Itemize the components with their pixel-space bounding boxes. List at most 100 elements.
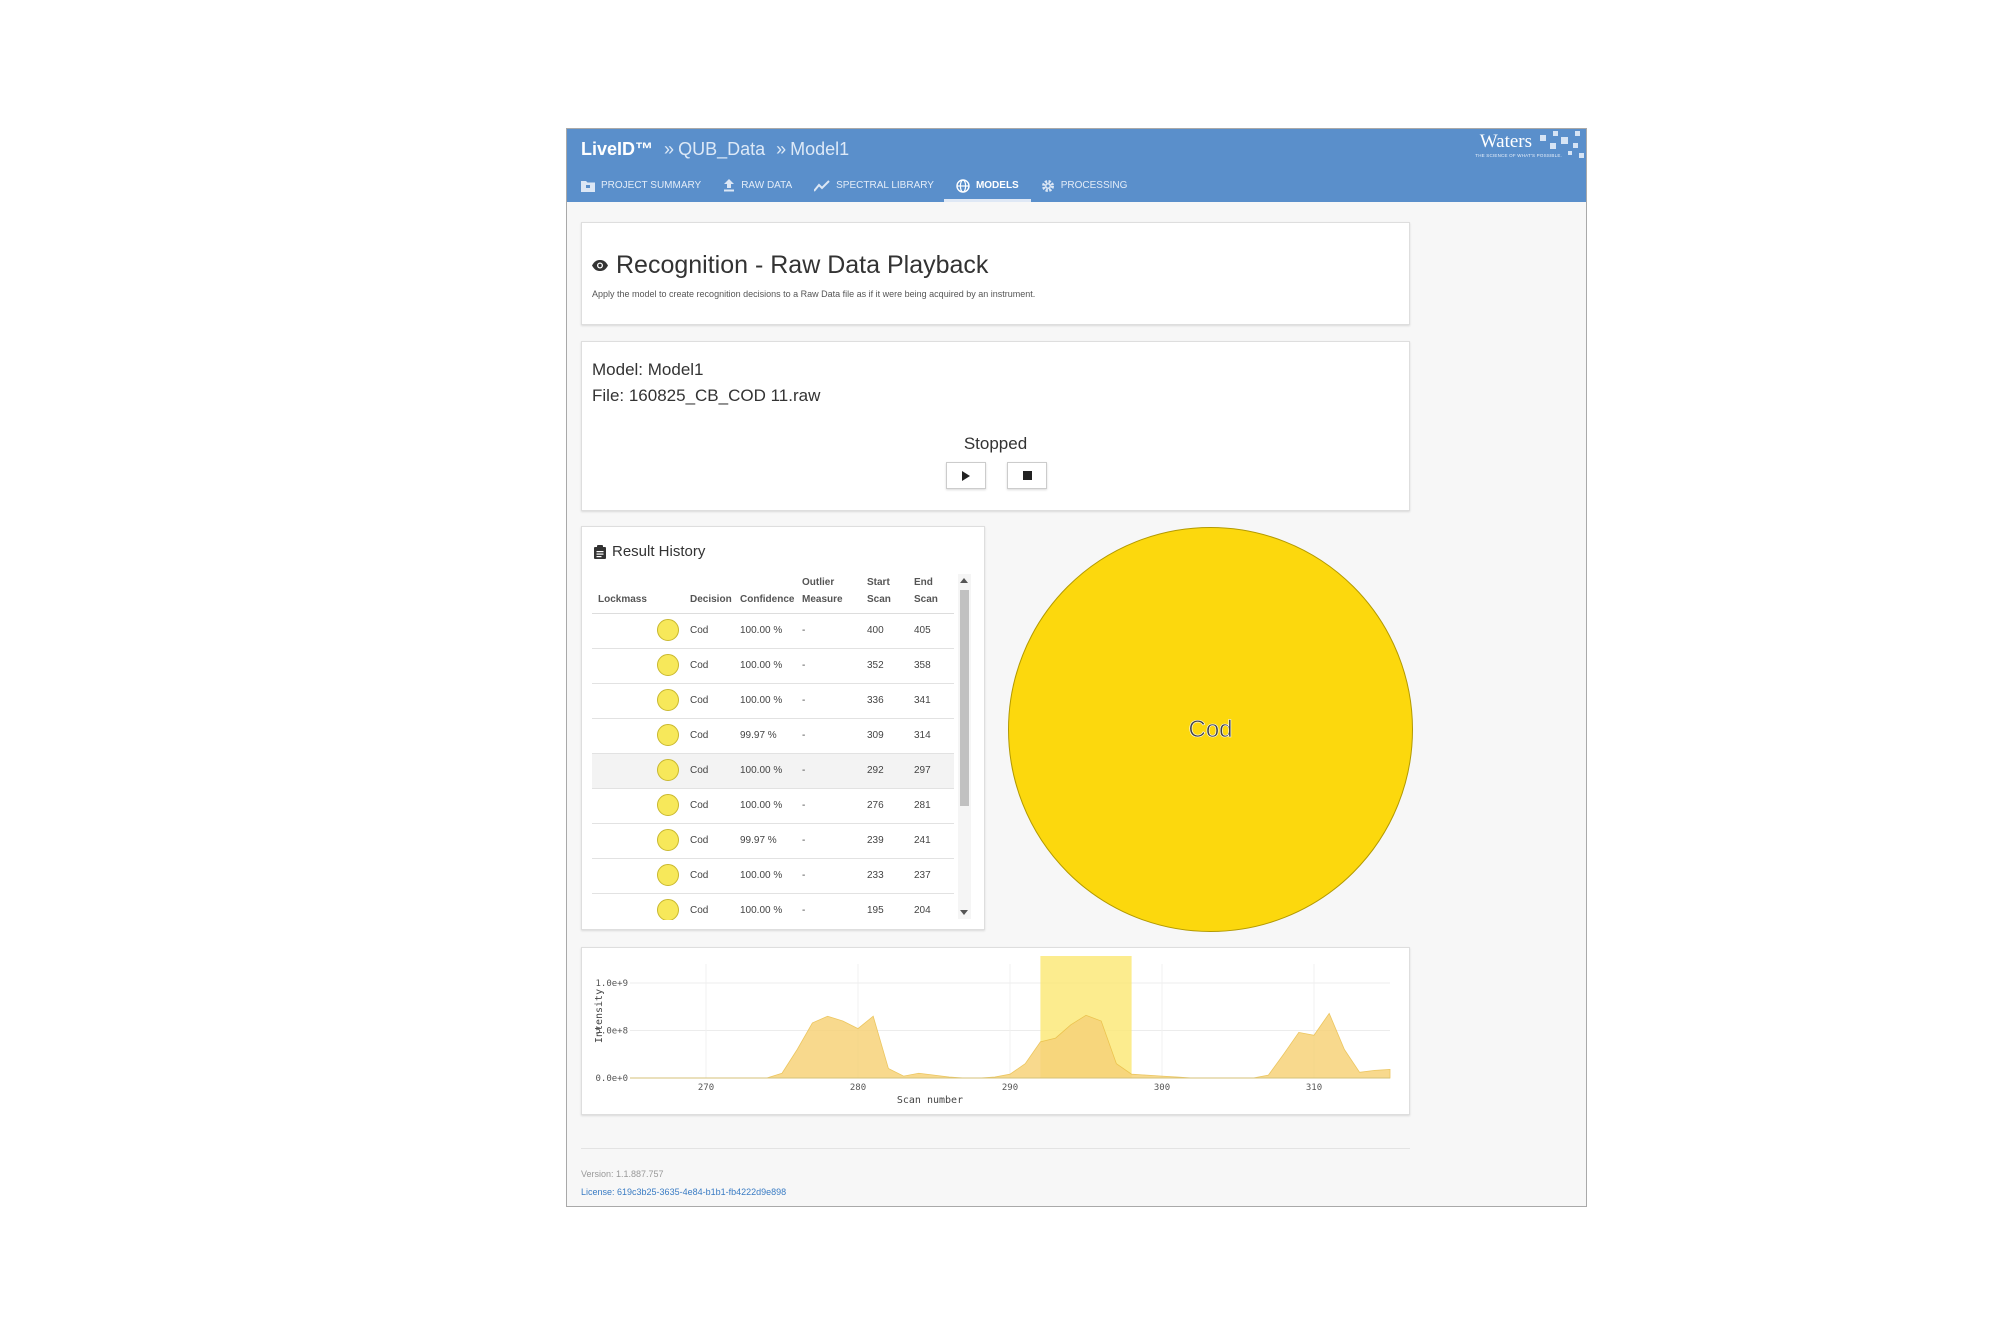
table-row[interactable]: Cod 100.00 % - 352 358 [592,649,954,684]
col-confidence[interactable]: Confidence [740,594,795,605]
outlier-cell: - [802,625,806,636]
nav-label: SPECTRAL LIBRARY [836,180,934,191]
end-scan-cell: 341 [914,695,931,706]
nav-spectral-library[interactable]: SPECTRAL LIBRARY [814,169,934,202]
y-tick-label: 5.0e+8 [595,1027,628,1037]
breadcrumb-model[interactable]: Model1 [790,139,850,159]
decision-pie-chart: Cod [1008,527,1413,932]
start-scan-cell: 233 [867,870,884,881]
decision-cell: Cod [690,905,709,916]
decision-color-swatch [657,829,679,851]
nav-label: PROJECT SUMMARY [601,180,702,191]
decision-cell: Cod [690,730,709,741]
confidence-cell: 99.97 % [740,730,777,741]
nav-project-summary[interactable]: PROJECT SUMMARY [581,169,701,202]
col-start-scan[interactable]: Start Scan [867,577,891,605]
x-tick-label: 280 [850,1083,866,1093]
start-scan-cell: 276 [867,800,884,811]
outlier-cell: - [802,660,806,671]
top-bar: LiveID™ » QUB_Data » Model1 Waters THE SCI… [567,129,1586,202]
start-scan-cell: 239 [867,835,884,846]
outlier-cell: - [802,765,806,776]
decision-cell: Cod [690,800,709,811]
table-row[interactable]: Cod 100.00 % - 336 341 [592,684,954,719]
page-title-text: Recognition - Raw Data Playback [616,251,989,279]
decision-color-swatch [657,689,679,711]
file-name: File: 160825_CB_COD 11.raw [592,386,821,405]
play-icon [962,470,970,481]
scrollbar-thumb[interactable] [960,590,969,806]
decision-cell: Cod [690,660,709,671]
gear-icon [1041,179,1054,192]
end-scan-cell: 297 [914,765,931,776]
x-tick-label: 270 [698,1083,714,1093]
license-link[interactable]: License: 619c3b25-3635-4e84-b1b1-fb4222d… [581,1187,787,1197]
end-scan-cell: 204 [914,905,931,916]
table-row[interactable]: Cod 100.00 % - 400 405 [592,614,954,649]
scroll-down-arrow[interactable] [960,910,968,915]
x-tick-label: 300 [1154,1083,1170,1093]
pie-slice-cod[interactable] [1008,527,1413,932]
breadcrumb-separator: » [664,139,675,159]
main-nav: PROJECT SUMMARY RAW DATA SPECTRAL LIBRAR… [581,169,1149,202]
outlier-cell: - [802,800,806,811]
nav-label: MODELS [975,180,1019,191]
stop-button[interactable] [1007,462,1047,489]
result-history-label: Result History [612,543,706,560]
page-header-card: Recognition - Raw Data Playback Apply th… [581,222,1410,325]
start-scan-cell: 352 [867,660,884,671]
app-brand[interactable]: LiveID™ [581,139,654,159]
confidence-cell: 100.00 % [740,625,783,636]
nav-raw-data[interactable]: RAW DATA [723,169,792,202]
col-decision[interactable]: Decision [690,594,732,605]
nav-models[interactable]: MODELS [943,169,1031,202]
page-title: Recognition - Raw Data Playback [592,251,988,280]
outlier-cell: - [802,835,806,846]
table-row[interactable]: Cod 100.00 % - 233 237 [592,859,954,894]
col-outlier-measure[interactable]: Outlier Measure [802,577,843,605]
col-end-scan[interactable]: End Scan [914,577,938,605]
start-scan-cell: 336 [867,695,884,706]
app-window: LiveID™ » QUB_Data » Model1 Waters THE SCI… [566,128,1587,1207]
start-scan-cell: 309 [867,730,884,741]
decision-color-swatch [657,654,679,676]
version-text: Version: 1.1.887.757 [581,1169,664,1179]
table-row[interactable]: Cod 100.00 % - 195 204 [592,894,954,920]
confidence-cell: 99.97 % [740,835,777,846]
scroll-up-arrow[interactable] [960,578,968,583]
breadcrumb-project[interactable]: QUB_Data [678,139,766,159]
globe-icon [956,178,970,193]
end-scan-cell: 281 [914,800,931,811]
col-lockmass[interactable]: Lockmass [598,594,647,605]
outlier-cell: - [802,905,806,916]
end-scan-cell: 405 [914,625,931,636]
result-scrollbar[interactable] [958,574,971,919]
stop-icon [1022,471,1032,480]
outlier-cell: - [802,730,806,741]
breadcrumb: LiveID™ » QUB_Data » Model1 [581,134,849,164]
nav-processing[interactable]: PROCESSING [1041,169,1127,202]
waters-logo: Waters THE SCIENCE OF WHAT'S POSSIBLE. [1426,129,1586,169]
end-scan-cell: 358 [914,660,931,671]
decision-color-swatch [657,619,679,641]
breadcrumb-separator: » [776,139,787,159]
intensity-area-series[interactable] [630,1012,1391,1079]
outlier-cell: - [802,695,806,706]
start-scan-cell: 195 [867,905,884,916]
confidence-cell: 100.00 % [740,660,783,671]
result-table-header: Lockmass Decision Confidence Outlier Mea… [592,577,954,614]
table-row[interactable]: Cod 100.00 % - 292 297 [592,754,954,789]
end-scan-cell: 241 [914,835,931,846]
table-row[interactable]: Cod 99.97 % - 239 241 [592,824,954,859]
play-button[interactable] [946,462,986,489]
nav-label: RAW DATA [741,180,793,191]
intensity-chart: 270 280 290 300 310 0.0e+0 5.0e+8 1.0e+9 Scan nu… [594,956,1391,1106]
eye-icon [592,260,608,271]
table-row[interactable]: Cod 100.00 % - 276 281 [592,789,954,824]
intensity-chart-card: 270 280 290 300 310 0.0e+0 5.0e+8 1.0e+9 Scan nu… [581,947,1410,1115]
x-tick-label: 310 [1306,1083,1322,1093]
decision-color-swatch [657,759,679,781]
table-row[interactable]: Cod 99.97 % - 309 314 [592,719,954,754]
decision-color-swatch [657,724,679,746]
x-tick-label: 290 [1002,1083,1018,1093]
